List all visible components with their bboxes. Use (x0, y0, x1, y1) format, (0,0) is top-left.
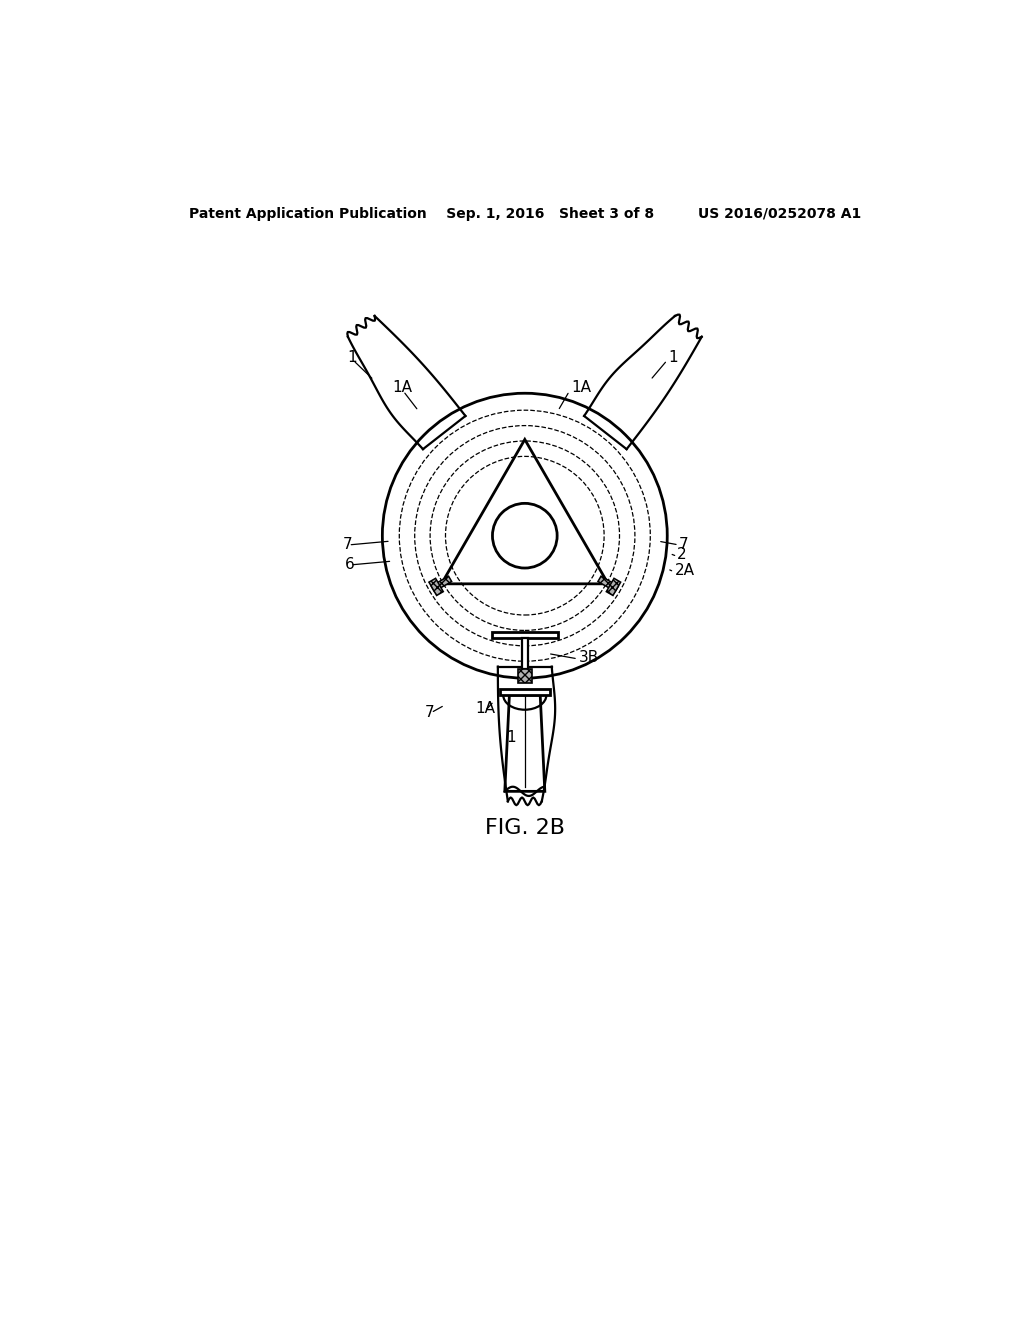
FancyBboxPatch shape (500, 689, 550, 696)
Text: 1: 1 (347, 350, 356, 364)
Text: Patent Application Publication    Sep. 1, 2016   Sheet 3 of 8         US 2016/02: Patent Application Publication Sep. 1, 2… (188, 207, 861, 220)
FancyBboxPatch shape (493, 632, 557, 638)
Polygon shape (431, 576, 452, 591)
FancyBboxPatch shape (521, 638, 528, 669)
Text: 3B: 3B (579, 649, 599, 665)
Text: 1A: 1A (475, 701, 496, 717)
Text: 7: 7 (342, 537, 352, 553)
Polygon shape (598, 576, 618, 591)
Polygon shape (606, 578, 621, 595)
Text: 1: 1 (506, 730, 516, 744)
Text: 1A: 1A (571, 380, 591, 396)
Text: 2: 2 (677, 548, 687, 562)
Text: 6: 6 (345, 557, 354, 573)
Text: 1: 1 (668, 350, 678, 364)
FancyBboxPatch shape (518, 669, 531, 682)
Text: 2A: 2A (675, 562, 695, 578)
Polygon shape (429, 578, 443, 595)
Text: 1A: 1A (392, 380, 413, 396)
Text: 7: 7 (425, 705, 434, 721)
Text: FIG. 2B: FIG. 2B (484, 818, 565, 838)
Text: 7: 7 (679, 537, 688, 553)
